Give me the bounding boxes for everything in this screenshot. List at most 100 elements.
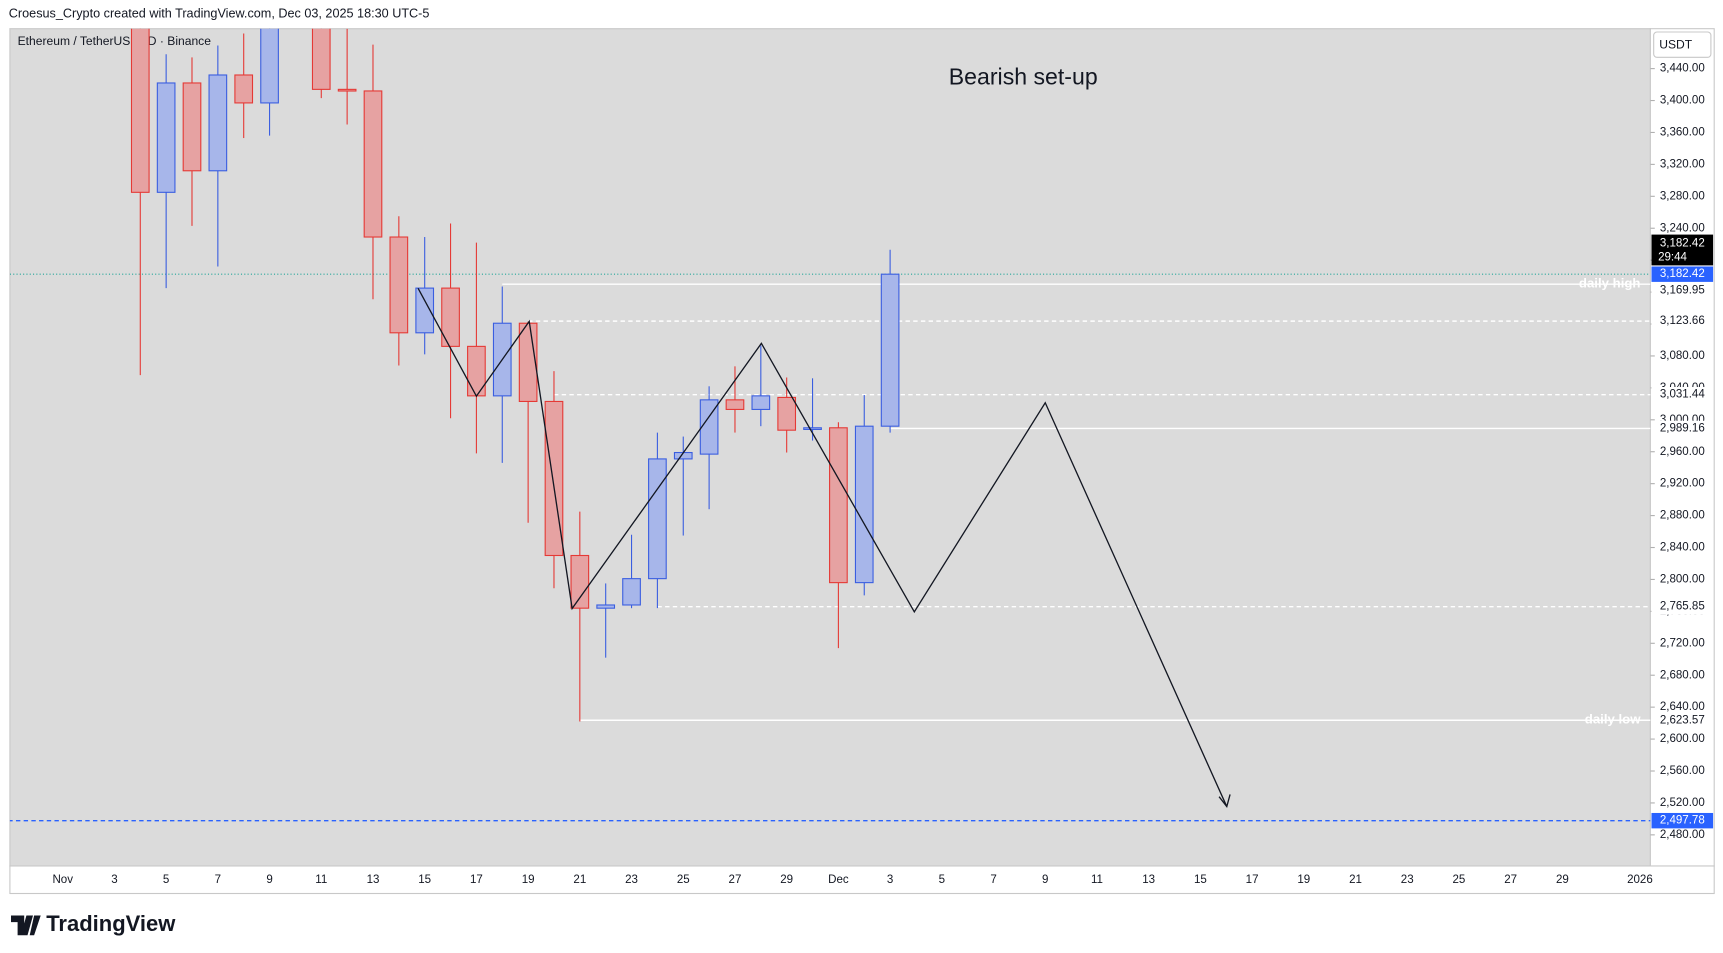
candle-body bbox=[311, 28, 331, 90]
candle-body bbox=[570, 554, 590, 609]
y-tick-label: 2,480.00 bbox=[1660, 829, 1705, 841]
candle-body bbox=[441, 287, 460, 347]
level-badge bbox=[1651, 712, 1714, 728]
candle-body bbox=[337, 88, 357, 92]
level-label: 3,031.44 bbox=[1660, 389, 1706, 401]
x-tick-label: 25 bbox=[1453, 874, 1466, 886]
zigzag-projection bbox=[417, 288, 1228, 807]
x-tick-label: 9 bbox=[266, 874, 272, 886]
candle-body bbox=[725, 399, 745, 410]
y-tick-label: 3,360.00 bbox=[1660, 127, 1705, 139]
level-badge bbox=[1651, 313, 1714, 329]
time-axis bbox=[9, 865, 1715, 895]
level-label: 2,497.78 bbox=[1660, 815, 1705, 827]
candle-body bbox=[363, 90, 383, 238]
x-tick-label: 21 bbox=[1349, 874, 1362, 886]
y-tick-label: 2,920.00 bbox=[1660, 478, 1705, 490]
candle-body bbox=[699, 399, 719, 455]
x-tick-label: 2026 bbox=[1627, 874, 1653, 886]
y-tick-label: 2,520.00 bbox=[1660, 797, 1705, 809]
x-tick-label: 29 bbox=[1556, 874, 1569, 886]
x-tick-label: 17 bbox=[1246, 874, 1259, 886]
y-tick-label: 2,800.00 bbox=[1660, 573, 1705, 585]
candle-body bbox=[389, 236, 409, 334]
y-tick-label: 2,680.00 bbox=[1660, 669, 1705, 681]
candle-body bbox=[415, 287, 435, 334]
level-note: daily high bbox=[1579, 276, 1641, 291]
level-label: 2,623.57 bbox=[1660, 714, 1705, 726]
x-tick-label: 15 bbox=[418, 874, 431, 886]
chart-title: Bearish set-up bbox=[949, 63, 1098, 89]
y-tick-label: 2,840.00 bbox=[1660, 542, 1705, 554]
level-label: 2,765.85 bbox=[1660, 601, 1705, 613]
candle-body bbox=[234, 74, 254, 104]
last-price-badge bbox=[1651, 266, 1714, 282]
logo-mark bbox=[11, 915, 41, 936]
currency-box[interactable] bbox=[1653, 31, 1712, 58]
candle-body bbox=[208, 74, 228, 172]
x-tick-label: 23 bbox=[625, 874, 638, 886]
x-tick-label: 11 bbox=[1091, 874, 1103, 886]
candle-body bbox=[156, 82, 176, 193]
x-tick-label: 19 bbox=[1297, 874, 1310, 886]
x-tick-label: 3 bbox=[111, 874, 117, 886]
x-tick-label: 11 bbox=[315, 874, 327, 886]
y-tick-label: 3,280.00 bbox=[1660, 190, 1705, 202]
drawing bbox=[417, 288, 1231, 809]
candle-body bbox=[596, 604, 616, 609]
level-badge bbox=[1651, 812, 1714, 829]
x-tick-label: Nov bbox=[52, 874, 73, 886]
last-price-box bbox=[1651, 234, 1714, 266]
y-tick-label: 2,640.00 bbox=[1660, 701, 1705, 713]
x-tick-label: 9 bbox=[1042, 874, 1048, 886]
x-tick-label: 5 bbox=[939, 874, 945, 886]
y-tick-label: 3,400.00 bbox=[1660, 95, 1705, 107]
credit: Croesus_Crypto created with TradingView.… bbox=[9, 7, 430, 21]
x-tick-label: Dec bbox=[828, 874, 849, 886]
arrow-head bbox=[1218, 794, 1231, 809]
x-tick-label: 21 bbox=[573, 874, 586, 886]
logo: TradingView bbox=[11, 911, 176, 936]
x-tick-label: 15 bbox=[1194, 874, 1207, 886]
symbol: Ethereum / TetherUS · 1D · Binance bbox=[18, 34, 212, 48]
candle-body bbox=[854, 425, 874, 584]
candle-body bbox=[648, 458, 667, 580]
y-tick-label: 2,960.00 bbox=[1660, 446, 1705, 458]
x-tick-label: 25 bbox=[677, 874, 690, 886]
y-tick-label: 3,320.00 bbox=[1660, 158, 1705, 170]
x-tick-label: 13 bbox=[367, 874, 380, 886]
x-tick-label: 27 bbox=[729, 874, 742, 886]
x-tick-label: 3 bbox=[887, 874, 893, 886]
level-badge bbox=[1651, 387, 1714, 403]
x-tick-label: 27 bbox=[1504, 874, 1517, 886]
y-tick-label: 2,600.00 bbox=[1660, 733, 1705, 745]
candle-body bbox=[518, 322, 538, 402]
level-badge bbox=[1651, 283, 1714, 299]
y-tick-label: 3,440.00 bbox=[1660, 63, 1705, 75]
brand: TradingView bbox=[46, 911, 176, 936]
level-label: 3,123.66 bbox=[1660, 315, 1705, 327]
y-tick-label: 2,720.00 bbox=[1660, 637, 1705, 649]
last-price-label: 3,182.42 bbox=[1660, 268, 1705, 280]
candle-body bbox=[260, 28, 279, 104]
y-tick-label: 2,880.00 bbox=[1660, 510, 1705, 522]
axis-labels: 2,480.00 2,520.00 2,560.00 2,600.00 2,640.00… bbox=[52, 63, 1714, 886]
x-tick-label: 13 bbox=[1142, 874, 1155, 886]
x-tick-label: 17 bbox=[470, 874, 483, 886]
candle-body bbox=[829, 427, 848, 584]
candle-body bbox=[777, 396, 797, 431]
currency: USDT bbox=[1659, 37, 1693, 51]
candle-body bbox=[880, 273, 900, 427]
x-tick-label: 7 bbox=[215, 874, 221, 886]
level-badge bbox=[1651, 420, 1714, 437]
x-tick-label: 5 bbox=[163, 874, 169, 886]
x-tick-label: 7 bbox=[990, 874, 996, 886]
x-tick-label: 29 bbox=[780, 874, 793, 886]
candle-body bbox=[803, 427, 822, 430]
level-label: 2,989.16 bbox=[1660, 423, 1705, 435]
countdown: 29:44 bbox=[1658, 252, 1687, 264]
candle-body bbox=[751, 395, 771, 410]
level-note: daily low bbox=[1585, 712, 1641, 727]
